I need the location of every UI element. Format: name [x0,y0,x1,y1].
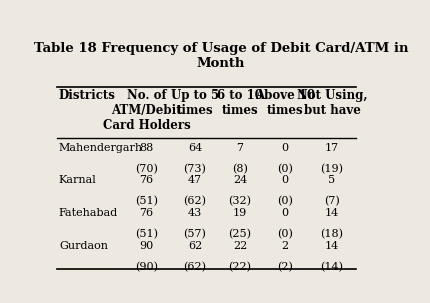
Text: 0: 0 [281,142,288,152]
Text: (8): (8) [232,164,247,174]
Text: Up to 5
times: Up to 5 times [171,89,218,117]
Text: 43: 43 [187,208,202,218]
Text: Fatehabad: Fatehabad [59,208,118,218]
Text: 64: 64 [187,142,202,152]
Text: Above 10
times: Above 10 times [255,89,314,117]
Text: 6 to 10
times: 6 to 10 times [217,89,262,117]
Text: 88: 88 [139,142,154,152]
Text: 90: 90 [139,241,154,251]
Text: (22): (22) [228,261,251,272]
Text: 76: 76 [139,175,153,185]
Text: (25): (25) [228,229,251,239]
Text: Table 18 Frequency of Usage of Debit Card/ATM in
Month: Table 18 Frequency of Usage of Debit Car… [34,42,407,70]
Text: (62): (62) [183,196,206,206]
Text: (7): (7) [323,196,339,206]
Text: 14: 14 [324,241,338,251]
Text: Districts: Districts [59,89,116,102]
Text: (70): (70) [135,164,158,174]
Text: (0): (0) [276,229,292,239]
Text: 47: 47 [187,175,202,185]
Text: Karnal: Karnal [59,175,96,185]
Text: 2: 2 [281,241,288,251]
Text: (19): (19) [320,164,343,174]
Text: Gurdaon: Gurdaon [59,241,108,251]
Text: 76: 76 [139,208,153,218]
Text: (51): (51) [135,196,158,206]
Text: (0): (0) [276,164,292,174]
Text: 17: 17 [324,142,338,152]
Text: (2): (2) [276,261,292,272]
Text: Mahendergarh: Mahendergarh [59,142,143,152]
Text: No. of
ATM/Debit
Card Holders: No. of ATM/Debit Card Holders [102,89,190,132]
Text: 5: 5 [328,175,335,185]
Text: (73): (73) [183,164,206,174]
Text: (14): (14) [320,261,343,272]
Text: 0: 0 [281,208,288,218]
Text: 7: 7 [236,142,243,152]
Text: (0): (0) [276,196,292,206]
Text: 14: 14 [324,208,338,218]
Text: (18): (18) [320,229,343,239]
Text: Not Using,
but have: Not Using, but have [296,89,366,117]
Text: 0: 0 [281,175,288,185]
Text: 62: 62 [187,241,202,251]
Text: (62): (62) [183,261,206,272]
Text: (57): (57) [183,229,206,239]
Text: (51): (51) [135,229,158,239]
Text: (90): (90) [135,261,158,272]
Text: 24: 24 [233,175,247,185]
Text: 22: 22 [233,241,247,251]
Text: (32): (32) [228,196,251,206]
Text: 19: 19 [233,208,247,218]
